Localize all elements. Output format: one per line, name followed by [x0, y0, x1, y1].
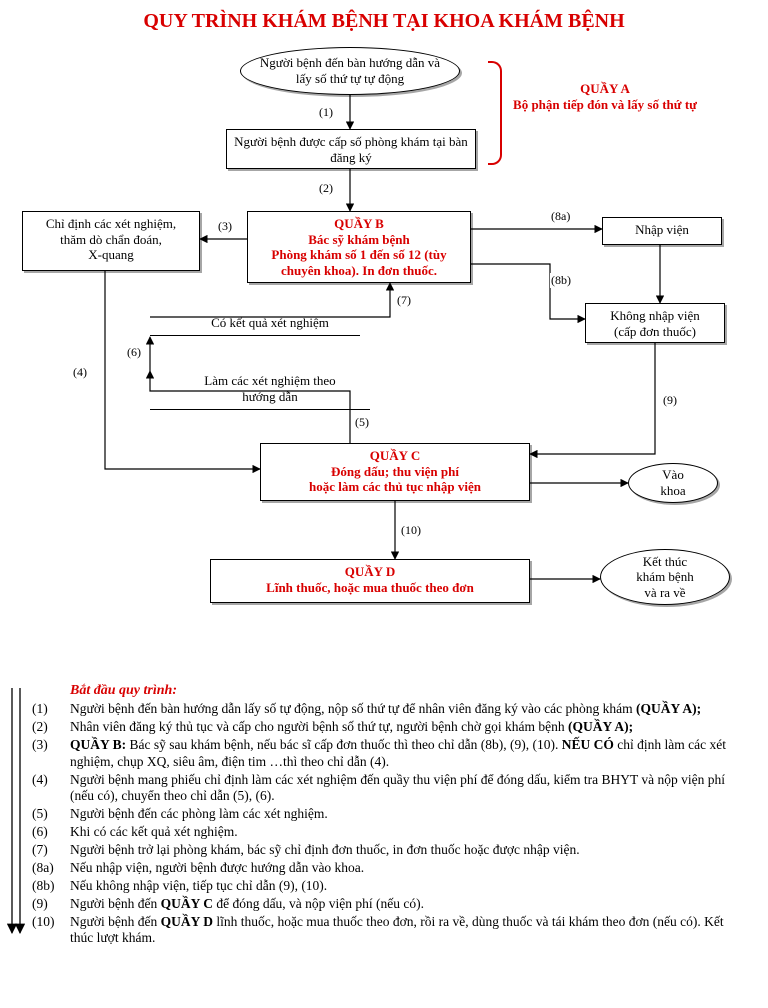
node-n3-title: QUẦY B	[334, 216, 384, 231]
n8-underline	[150, 409, 370, 410]
quay-a-label: QUẦY A Bộ phận tiếp đón và lấy số thứ tự	[510, 81, 700, 113]
edge-label-e9: (9)	[662, 393, 678, 408]
node-n8-line2: hướng dẫn	[242, 389, 297, 404]
desc-text: Nếu nhập viện, người bệnh được hướng dẫn…	[70, 860, 748, 877]
bracket-quay-a	[488, 61, 502, 165]
desc-item: (3)QUẦY B: Bác sỹ sau khám bệnh, nếu bác…	[32, 737, 748, 771]
node-n1: Người bệnh đến bàn hướng dẫn và lấy số t…	[240, 47, 460, 95]
desc-num: (5)	[32, 806, 70, 823]
quay-a-text: Bộ phận tiếp đón và lấy số thứ tự	[513, 97, 697, 112]
desc-item: (2)Nhân viên đăng ký thủ tục và cấp cho …	[32, 719, 748, 736]
desc-text: Người bệnh đến các phòng làm các xét ngh…	[70, 806, 748, 823]
quay-a-title: QUẦY A	[580, 81, 630, 96]
flowchart-canvas: Người bệnh đến bàn hướng dẫn và lấy số t…	[10, 39, 758, 679]
desc-text: Người bệnh mang phiếu chỉ định làm các x…	[70, 772, 748, 806]
desc-item: (7)Người bệnh trở lại phòng khám, bác sỹ…	[32, 842, 748, 859]
desc-item: (8a)Nếu nhập viện, người bệnh được hướng…	[32, 860, 748, 877]
desc-num: (1)	[32, 701, 70, 718]
desc-item: (5)Người bệnh đến các phòng làm các xét …	[32, 806, 748, 823]
node-n1-text: Người bệnh đến bàn hướng dẫn và lấy số t…	[251, 55, 449, 86]
node-n10-line1: Lĩnh thuốc, hoặc mua thuốc theo đơn	[266, 580, 474, 595]
node-n11: Vào khoa	[628, 463, 718, 503]
desc-item: (4)Người bệnh mang phiếu chỉ định làm cá…	[32, 772, 748, 806]
edge-label-e10: (10)	[400, 523, 422, 538]
desc-text: Khi có các kết quả xét nghiệm.	[70, 824, 748, 841]
edge-label-e7: (7)	[396, 293, 412, 308]
page-title: QUY TRÌNH KHÁM BỆNH TẠI KHOA KHÁM BỆNH	[10, 10, 758, 33]
node-n11-text: Vào khoa	[660, 467, 685, 498]
desc-item: (6)Khi có các kết quả xét nghiệm.	[32, 824, 748, 841]
node-n4-line2: thăm dò chẩn đoán,	[60, 232, 162, 247]
node-n8-line1: Làm các xét nghiệm theo	[204, 373, 335, 388]
desc-item: (8b)Nếu không nhập viện, tiếp tục chỉ dẫ…	[32, 878, 748, 895]
desc-num: (9)	[32, 896, 70, 913]
node-n10-title: QUẦY D	[345, 564, 395, 579]
edge-label-e5: (5)	[354, 415, 370, 430]
node-n12: Kết thúc khám bệnh và ra về	[600, 549, 730, 605]
desc-text: Người bệnh trở lại phòng khám, bác sỹ ch…	[70, 842, 748, 859]
desc-num: (10)	[32, 914, 70, 948]
node-n2-text: Người bệnh được cấp số phòng khám tại bà…	[234, 134, 468, 165]
node-n7: Có kết quả xét nghiệm	[185, 315, 355, 331]
node-n6-line1: Không nhập viện	[610, 308, 700, 323]
edge-label-e6: (6)	[126, 345, 142, 360]
desc-item: (9)Người bệnh đến QUẦY C để đóng dấu, và…	[32, 896, 748, 913]
node-n6: Không nhập viện (cấp đơn thuốc)	[585, 303, 725, 343]
desc-text: Người bệnh đến QUẦY D lĩnh thuốc, hoặc m…	[70, 914, 748, 948]
node-n4-line1: Chỉ định các xét nghiệm,	[46, 216, 176, 231]
desc-text: Nhân viên đăng ký thủ tục và cấp cho ngư…	[70, 719, 748, 736]
desc-text: Nếu không nhập viện, tiếp tục chỉ dẫn (9…	[70, 878, 748, 895]
desc-item: (10)Người bệnh đến QUẦY D lĩnh thuốc, ho…	[32, 914, 748, 948]
descriptions-section: Bắt đầu quy trình: (1)Người bệnh đến bàn…	[10, 683, 758, 947]
desc-item: (1)Người bệnh đến bàn hướng dẫn lấy số t…	[32, 701, 748, 718]
edge-label-e1: (1)	[318, 105, 334, 120]
node-n9-title: QUẦY C	[370, 448, 420, 463]
desc-num: (6)	[32, 824, 70, 841]
node-n2: Người bệnh được cấp số phòng khám tại bà…	[226, 129, 476, 169]
edge-label-e4: (4)	[72, 365, 88, 380]
node-n9-line1: Đóng dấu; thu viện phí	[331, 464, 459, 479]
edge-label-e3: (3)	[217, 219, 233, 234]
node-n9: QUẦY C Đóng dấu; thu viện phí hoặc làm c…	[260, 443, 530, 501]
edge-e4	[105, 271, 260, 469]
desc-num: (7)	[32, 842, 70, 859]
side-arrows-icon	[6, 683, 26, 943]
n7-underline	[150, 335, 360, 336]
edge-e9	[530, 343, 655, 454]
node-n9-line2: hoặc làm các thủ tục nhập viện	[309, 479, 481, 494]
node-n5: Nhập viện	[602, 217, 722, 245]
node-n3-line2: Phòng khám số 1 đến số 12 (tùy chuyên kh…	[271, 247, 446, 278]
desc-text: Người bệnh đến bàn hướng dẫn lấy số tự đ…	[70, 701, 748, 718]
node-n8: Làm các xét nghiệm theo hướng dẫn	[175, 373, 365, 404]
node-n4-line3: X-quang	[88, 247, 134, 262]
descriptions-list: (1)Người bệnh đến bàn hướng dẫn lấy số t…	[32, 701, 748, 947]
desc-num: (8b)	[32, 878, 70, 895]
desc-text: QUẦY B: Bác sỹ sau khám bệnh, nếu bác sĩ…	[70, 737, 748, 771]
node-n6-line2: (cấp đơn thuốc)	[614, 324, 696, 339]
desc-num: (3)	[32, 737, 70, 771]
edge-label-e8a: (8a)	[550, 209, 571, 224]
desc-num: (2)	[32, 719, 70, 736]
desc-num: (8a)	[32, 860, 70, 877]
node-n10: QUẦY D Lĩnh thuốc, hoặc mua thuốc theo đ…	[210, 559, 530, 603]
edge-e7	[150, 283, 390, 317]
desc-text: Người bệnh đến QUẦY C để đóng dấu, và nộ…	[70, 896, 748, 913]
edge-label-e2: (2)	[318, 181, 334, 196]
node-n3: QUẦY B Bác sỹ khám bệnh Phòng khám số 1 …	[247, 211, 471, 283]
node-n4: Chỉ định các xét nghiệm, thăm dò chẩn đo…	[22, 211, 200, 271]
node-n12-text: Kết thúc khám bệnh và ra về	[636, 554, 693, 601]
desc-num: (4)	[32, 772, 70, 806]
node-n5-text: Nhập viện	[635, 222, 689, 237]
node-n3-line1: Bác sỹ khám bệnh	[308, 232, 410, 247]
edge-label-e8b: (8b)	[550, 273, 572, 288]
node-n7-text: Có kết quả xét nghiệm	[211, 315, 329, 330]
descriptions-heading: Bắt đầu quy trình:	[70, 683, 758, 699]
